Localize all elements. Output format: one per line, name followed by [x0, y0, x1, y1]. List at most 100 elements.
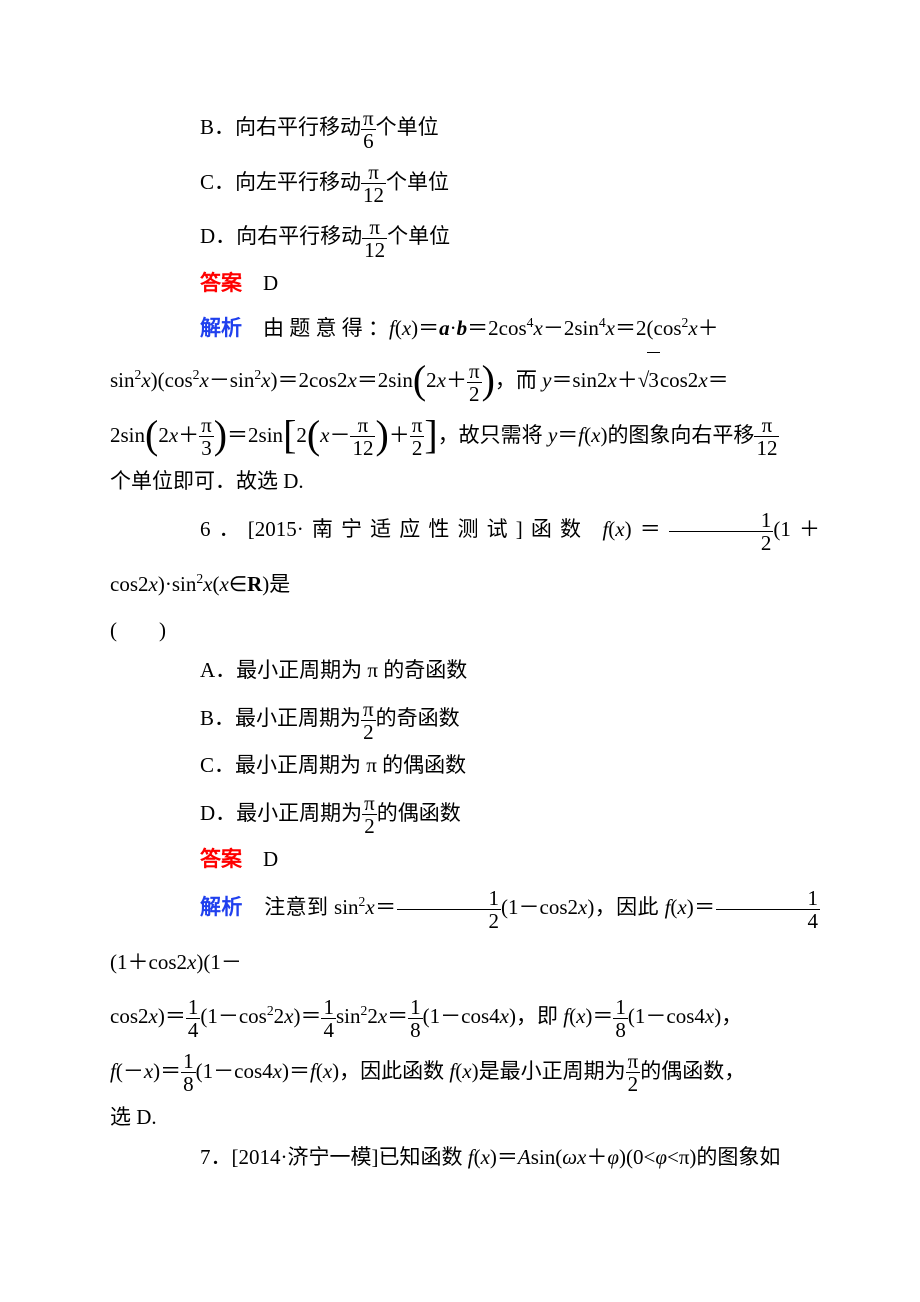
text: ＝2cos [467, 316, 527, 340]
text: 由 题 意 得 ： [263, 316, 389, 340]
q5-explain-1: 解析 由 题 意 得 ：f(x)＝a·b＝2cos4x－2sin4x＝2(cos… [110, 304, 820, 352]
text: ＝ [557, 423, 578, 447]
text: 个单位 [386, 170, 449, 194]
fraction: π2 [626, 1050, 641, 1095]
fraction: π2 [362, 792, 377, 837]
text: (1－cos [200, 1004, 267, 1028]
q6-paren: ( ) [110, 611, 820, 651]
text: (1－cos4 [196, 1059, 273, 1083]
text: ＝ [592, 1004, 613, 1028]
answer-label: 答案 [200, 271, 242, 295]
q6-option-a: A．最小正周期为 π 的奇函数 [110, 651, 820, 691]
text: cos2 [660, 368, 699, 392]
text: ＝ [418, 316, 439, 340]
q5-option-b: B．向右平行移动π6个单位 [110, 100, 820, 155]
text: 个单位 [376, 115, 439, 139]
text: )＝ [158, 1004, 186, 1028]
fraction: 14 [321, 996, 336, 1041]
text: sin [336, 1004, 361, 1028]
text: 7．[2014·济宁一模]已知函数 [200, 1145, 468, 1169]
text: )(cos [151, 368, 193, 392]
fraction: π2 [361, 698, 376, 743]
text: B．最小正周期为 [200, 706, 361, 730]
text: ，因此函数 [339, 1059, 449, 1083]
fraction: π12 [350, 414, 375, 459]
fraction: 14 [186, 996, 201, 1041]
q6-stem: 6．[2015·南宁适应性测试]函数 f(x)＝12(1＋cos2x)·sin2… [110, 502, 820, 611]
text: ＝2sin [227, 423, 283, 447]
explain-label: 解析 [200, 316, 242, 340]
text: 是 [269, 572, 290, 596]
q5-answer: 答案 D [110, 264, 820, 304]
text: ，而 [495, 368, 542, 392]
text: ＋ [617, 368, 638, 392]
text: )＝ [293, 1004, 321, 1028]
text: 是最小正周期为 [479, 1059, 626, 1083]
text: 个单位即可．故选 D. [110, 469, 304, 493]
text: C．向左平行移动 [200, 170, 361, 194]
q6-answer: 答案 D [110, 840, 820, 880]
text: <π)的图象如 [667, 1145, 780, 1169]
text: )·sin [158, 572, 197, 596]
text: ＝ [497, 1145, 518, 1169]
text: )，因此 [587, 895, 664, 919]
q6-option-b: B．最小正周期为π2的奇函数 [110, 691, 820, 746]
text: ＝sin2 [551, 368, 607, 392]
q7-stem: 7．[2014·济宁一模]已知函数 f(x)＝Asin(ωx＋φ)(0<φ<π)… [110, 1138, 820, 1178]
q5-option-c: C．向左平行移动π12个单位 [110, 155, 820, 210]
text: ＋ [586, 1145, 607, 1169]
text: ＝ [694, 895, 716, 919]
text: C．最小正周期为 π 的偶函数 [200, 753, 466, 777]
q6-explain-4: 选 D. [110, 1098, 820, 1138]
text: 2sin [110, 423, 145, 447]
q6-explain-2: cos2x)＝14(1－cos22x)＝14sin22x＝18(1－cos4x)… [110, 989, 820, 1044]
text: (1＋cos2 [110, 950, 187, 974]
fraction: 12 [669, 509, 774, 554]
text: (1－cos4 [423, 1004, 500, 1028]
fraction: π2 [410, 414, 425, 459]
text: －sin [209, 368, 255, 392]
q6-explain-3: f(－x)＝18(1－cos4x)＝f(x)，因此函数 f(x)是最小正周期为π… [110, 1044, 820, 1099]
text: 2 [274, 1004, 285, 1028]
fraction: 18 [613, 996, 628, 1041]
fraction: π12 [361, 161, 386, 206]
fraction: π12 [362, 216, 387, 261]
text: －2sin [543, 316, 599, 340]
text: ＝ [708, 368, 729, 392]
text: sin [110, 368, 135, 392]
fraction: 18 [181, 1050, 196, 1095]
text: ＋ [698, 316, 719, 340]
text: 6．[2015·南宁适应性测试]函数 [200, 517, 602, 541]
text: )，即 [509, 1004, 563, 1028]
text: sin( [531, 1145, 563, 1169]
text: )＝ [153, 1059, 181, 1083]
q5-explain-3: 2sin(2x＋π3)＝2sin[2(x－π12)＋π2]，故只需将 y＝f(x… [110, 408, 820, 463]
text: 的偶函数 [377, 801, 461, 825]
fraction: 14 [716, 887, 821, 932]
text: )＝2cos2 [270, 368, 347, 392]
fraction: π3 [199, 414, 214, 459]
text: ＝2(cos [615, 316, 682, 340]
sqrt-icon: √3 [638, 352, 660, 408]
explain-label: 解析 [200, 895, 243, 919]
text: ∈ [229, 572, 247, 596]
text: (1－cos2 [501, 895, 578, 919]
fraction: 12 [397, 887, 502, 932]
text: 注意到 sin [264, 895, 358, 919]
text: ( ) [110, 618, 166, 642]
text: 的图象向右平移 [607, 423, 754, 447]
text: (1－cos4 [628, 1004, 705, 1028]
fraction: π2 [467, 360, 482, 405]
text: cos2 [110, 1004, 149, 1028]
text: ＝ [387, 1004, 408, 1028]
page: B．向右平行移动π6个单位 C．向左平行移动π12个单位 D．向右平行移动π12… [0, 0, 920, 1302]
answer-label: 答案 [200, 847, 242, 871]
text: D．最小正周期为 [200, 801, 362, 825]
q5-explain-2: sin2x)(cos2x－sin2x)＝2cos2x＝2sin(2x＋π2)，而… [110, 352, 820, 408]
text: D．向右平行移动 [200, 224, 362, 248]
text: ＝ [632, 517, 669, 541]
text: ＝2sin [357, 368, 413, 392]
text: 的奇函数 [376, 706, 460, 730]
q6-option-c: C．最小正周期为 π 的偶函数 [110, 746, 820, 786]
fraction: π12 [754, 414, 779, 459]
